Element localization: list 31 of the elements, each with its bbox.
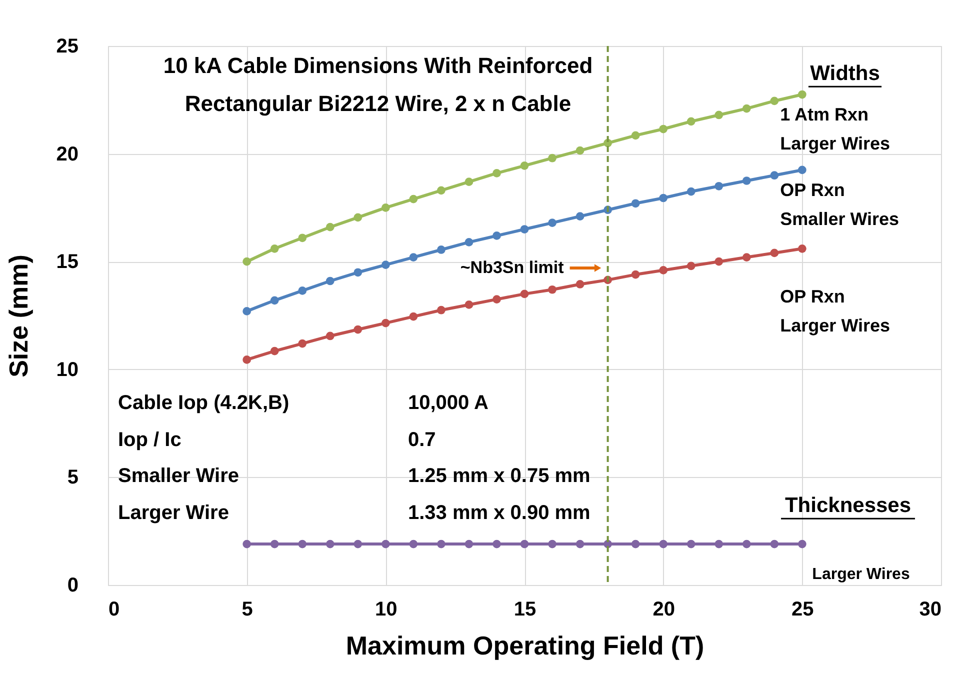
series-label: Larger Wires [812, 566, 910, 584]
y-tick-label: 15 [56, 251, 78, 274]
annotation: Thicknesses [784, 494, 912, 517]
annotation: 0.7 [408, 429, 436, 451]
y-tick-label: 5 [67, 466, 78, 489]
y-tick-label: 20 [56, 143, 78, 166]
x-tick-label: 10 [375, 598, 398, 620]
annotation: Smaller Wire [118, 465, 239, 487]
x-tick-label: 25 [792, 598, 814, 620]
x-tick-label: 0 [108, 598, 120, 620]
y-axis-title: Size (mm) [3, 254, 34, 378]
annotation: 10,000 A [408, 392, 488, 414]
series-label: OP Rxn Smaller Wires [780, 180, 900, 229]
y-tick-label: 0 [67, 574, 78, 596]
y-tick-label: 25 [56, 36, 78, 58]
annotation: 1.25 mm x 0.75 mm [408, 465, 590, 487]
annotation: Larger Wire [118, 502, 229, 524]
series-label: 1 Atm Rxn Larger Wires [780, 104, 890, 154]
x-tick-label: 20 [652, 598, 675, 620]
text: 10 kA Cable Dimensions With Reinforced Rectangular Bi2212 Wire, 2 x n Cable [163, 53, 593, 116]
annotation: 1.33 mm x 0.90 mm [408, 502, 590, 524]
series-label: OP Rxn Larger Wires [780, 286, 890, 336]
x-tick-label: 5 [242, 598, 253, 620]
x-axis-title: Maximum Operating Field (T) [346, 630, 704, 660]
annotation: Cable Iop (4.2K,B) [118, 392, 290, 414]
x-tick-label: 15 [514, 598, 536, 620]
x-tick-label: 30 [919, 598, 942, 620]
ref-line-label: ~Nb3Sn limit [460, 258, 564, 277]
y-tick-label: 10 [56, 358, 78, 381]
annotation: Widths [810, 62, 880, 85]
annotation: Iop / Ic [118, 429, 182, 451]
